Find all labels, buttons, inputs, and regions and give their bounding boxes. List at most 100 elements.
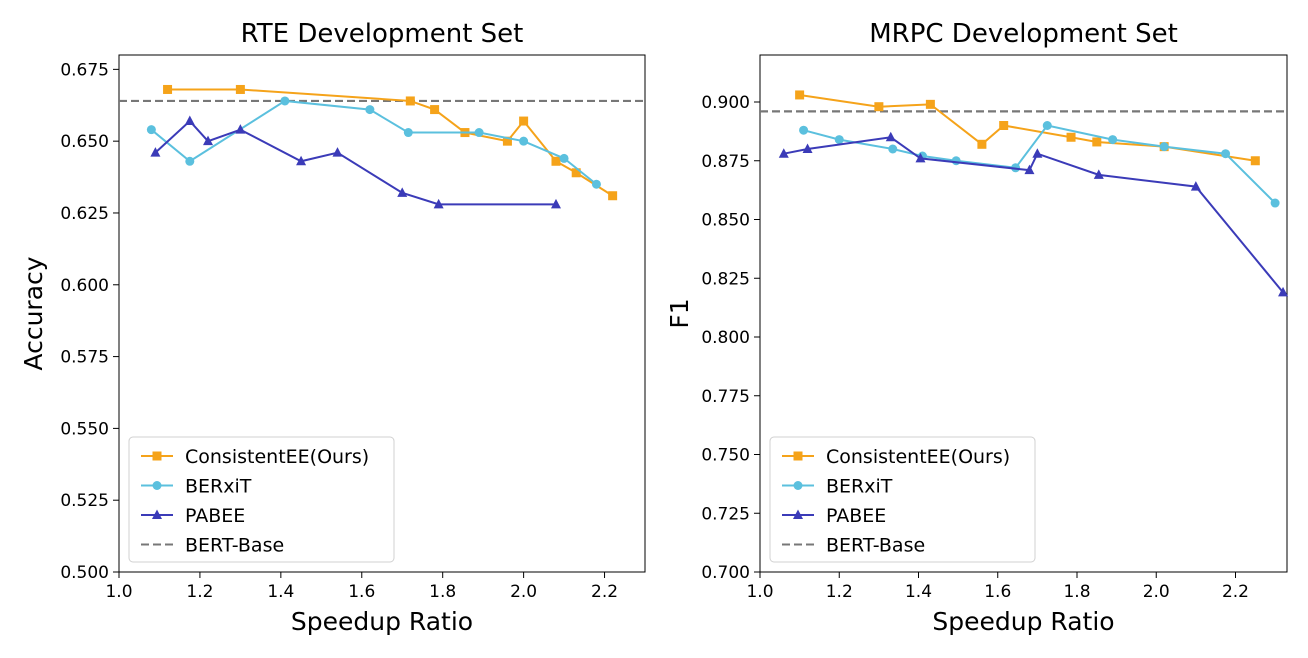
data-point bbox=[1092, 137, 1102, 147]
x-axis-label: Speedup Ratio bbox=[932, 607, 1114, 636]
series-line bbox=[803, 124, 1276, 204]
data-point bbox=[280, 96, 290, 106]
data-point bbox=[799, 125, 809, 135]
y-axis-label: Accuracy bbox=[19, 256, 48, 370]
data-point bbox=[951, 156, 961, 166]
data-point bbox=[163, 84, 173, 94]
data-point bbox=[915, 152, 926, 163]
data-point bbox=[550, 198, 561, 209]
data-point bbox=[405, 96, 415, 106]
chart-mrpc: MRPC Development Set 1.0 1.2 1.4 1.6 1.8 2.0 2.… bbox=[665, 19, 1289, 636]
y-tick-label: 0.900 bbox=[701, 93, 750, 113]
y-tick-label: 0.625 bbox=[60, 204, 109, 224]
data-point bbox=[502, 136, 512, 146]
series-line bbox=[167, 88, 614, 197]
y-tick-label: 0.825 bbox=[701, 269, 750, 289]
data-point bbox=[474, 128, 484, 138]
series-line bbox=[154, 119, 556, 206]
data-point bbox=[403, 128, 413, 138]
legend-swatch-marker bbox=[793, 481, 803, 490]
y-tick-label: 0.600 bbox=[60, 276, 109, 296]
y-tick-label: 0.750 bbox=[701, 446, 750, 466]
x-tick-label: 1.0 bbox=[746, 582, 773, 602]
series-line bbox=[150, 99, 598, 186]
data-point bbox=[146, 125, 156, 135]
data-point bbox=[1270, 198, 1280, 208]
x-tick-label: 1.8 bbox=[1063, 582, 1090, 602]
chart-title: RTE Development Set bbox=[241, 19, 524, 49]
data-point bbox=[1093, 169, 1104, 179]
x-tick-label: 1.4 bbox=[267, 582, 294, 602]
y-tick-label: 0.550 bbox=[60, 419, 109, 439]
data-point bbox=[519, 116, 529, 126]
data-point bbox=[1250, 156, 1260, 166]
y-tick-label: 0.525 bbox=[60, 491, 109, 511]
series-consistentee-ours- bbox=[163, 84, 618, 201]
legend-label: PABEE bbox=[826, 505, 886, 527]
y-tick-label: 0.775 bbox=[701, 387, 750, 407]
series-berxit bbox=[799, 121, 1280, 208]
data-point bbox=[1032, 148, 1043, 158]
x-tick-label: 1.6 bbox=[984, 582, 1011, 602]
data-point bbox=[571, 168, 581, 178]
data-point bbox=[433, 198, 444, 209]
legend-swatch-marker bbox=[793, 509, 803, 519]
series-pabee bbox=[150, 115, 561, 209]
x-tick-label: 2.0 bbox=[510, 582, 537, 602]
y-tick-label: 0.650 bbox=[60, 132, 109, 152]
x-tick-label: 1.2 bbox=[186, 582, 213, 602]
series-consistentee-ours- bbox=[795, 90, 1260, 166]
data-point bbox=[591, 179, 601, 189]
y-tick-label: 0.700 bbox=[701, 563, 750, 583]
data-point bbox=[235, 84, 245, 94]
legend-label: ConsistentEE(Ours) bbox=[185, 446, 369, 468]
chart-rte: RTE Development Set 1.0 1.2 1.4 1.6 1.8 2.0 2.2… bbox=[19, 19, 646, 636]
y-axis-label: F1 bbox=[665, 298, 694, 328]
x-tick-label: 2.2 bbox=[1222, 582, 1249, 602]
data-point bbox=[802, 143, 813, 153]
data-point bbox=[184, 115, 195, 126]
data-point bbox=[1066, 132, 1076, 142]
chart-title: MRPC Development Set bbox=[869, 19, 1178, 49]
x-tick-label: 1.4 bbox=[905, 582, 932, 602]
legend-label: BERT-Base bbox=[185, 535, 284, 557]
plot-frame bbox=[759, 54, 1288, 573]
legend-label: BERxiT bbox=[826, 476, 893, 498]
y-tick-label: 0.800 bbox=[701, 328, 750, 348]
y-tick-label: 0.875 bbox=[701, 152, 750, 172]
x-tick-label: 1.0 bbox=[105, 582, 132, 602]
data-point bbox=[519, 136, 529, 146]
legend-label: BERT-Base bbox=[826, 535, 925, 557]
legend-label: BERxiT bbox=[185, 476, 252, 498]
data-point bbox=[332, 147, 343, 157]
legend: ConsistentEE(Ours) BERxiT PABEE BERT-Base bbox=[128, 436, 395, 563]
legend-swatch-marker bbox=[152, 509, 162, 519]
data-point bbox=[1159, 142, 1169, 152]
y-tick-label: 0.500 bbox=[60, 563, 109, 583]
x-tick-label: 2.2 bbox=[591, 582, 618, 602]
legend-swatch-marker bbox=[793, 451, 803, 461]
x-tick-label: 1.8 bbox=[429, 582, 456, 602]
x-tick-label: 2.0 bbox=[1143, 582, 1170, 602]
data-point bbox=[1190, 181, 1201, 191]
data-point bbox=[977, 139, 987, 149]
legend-box bbox=[769, 436, 1036, 563]
series-line bbox=[783, 136, 1284, 293]
data-point bbox=[834, 135, 844, 145]
data-point bbox=[925, 99, 935, 109]
legend-box bbox=[128, 436, 395, 563]
data-point bbox=[430, 105, 440, 115]
x-axis-label: Speedup Ratio bbox=[291, 607, 473, 636]
legend-swatch-marker bbox=[152, 481, 162, 490]
legend: ConsistentEE(Ours) BERxiT PABEE BERT-Base bbox=[769, 436, 1036, 563]
series-pabee bbox=[778, 131, 1289, 297]
data-point bbox=[1108, 135, 1118, 145]
y-tick-label: 0.850 bbox=[701, 211, 750, 231]
data-point bbox=[235, 124, 246, 134]
x-tick-label: 1.6 bbox=[348, 582, 375, 602]
legend-label: PABEE bbox=[185, 505, 245, 527]
data-point bbox=[1278, 286, 1289, 297]
legend-label: ConsistentEE(Ours) bbox=[826, 446, 1010, 468]
data-point bbox=[397, 187, 408, 197]
